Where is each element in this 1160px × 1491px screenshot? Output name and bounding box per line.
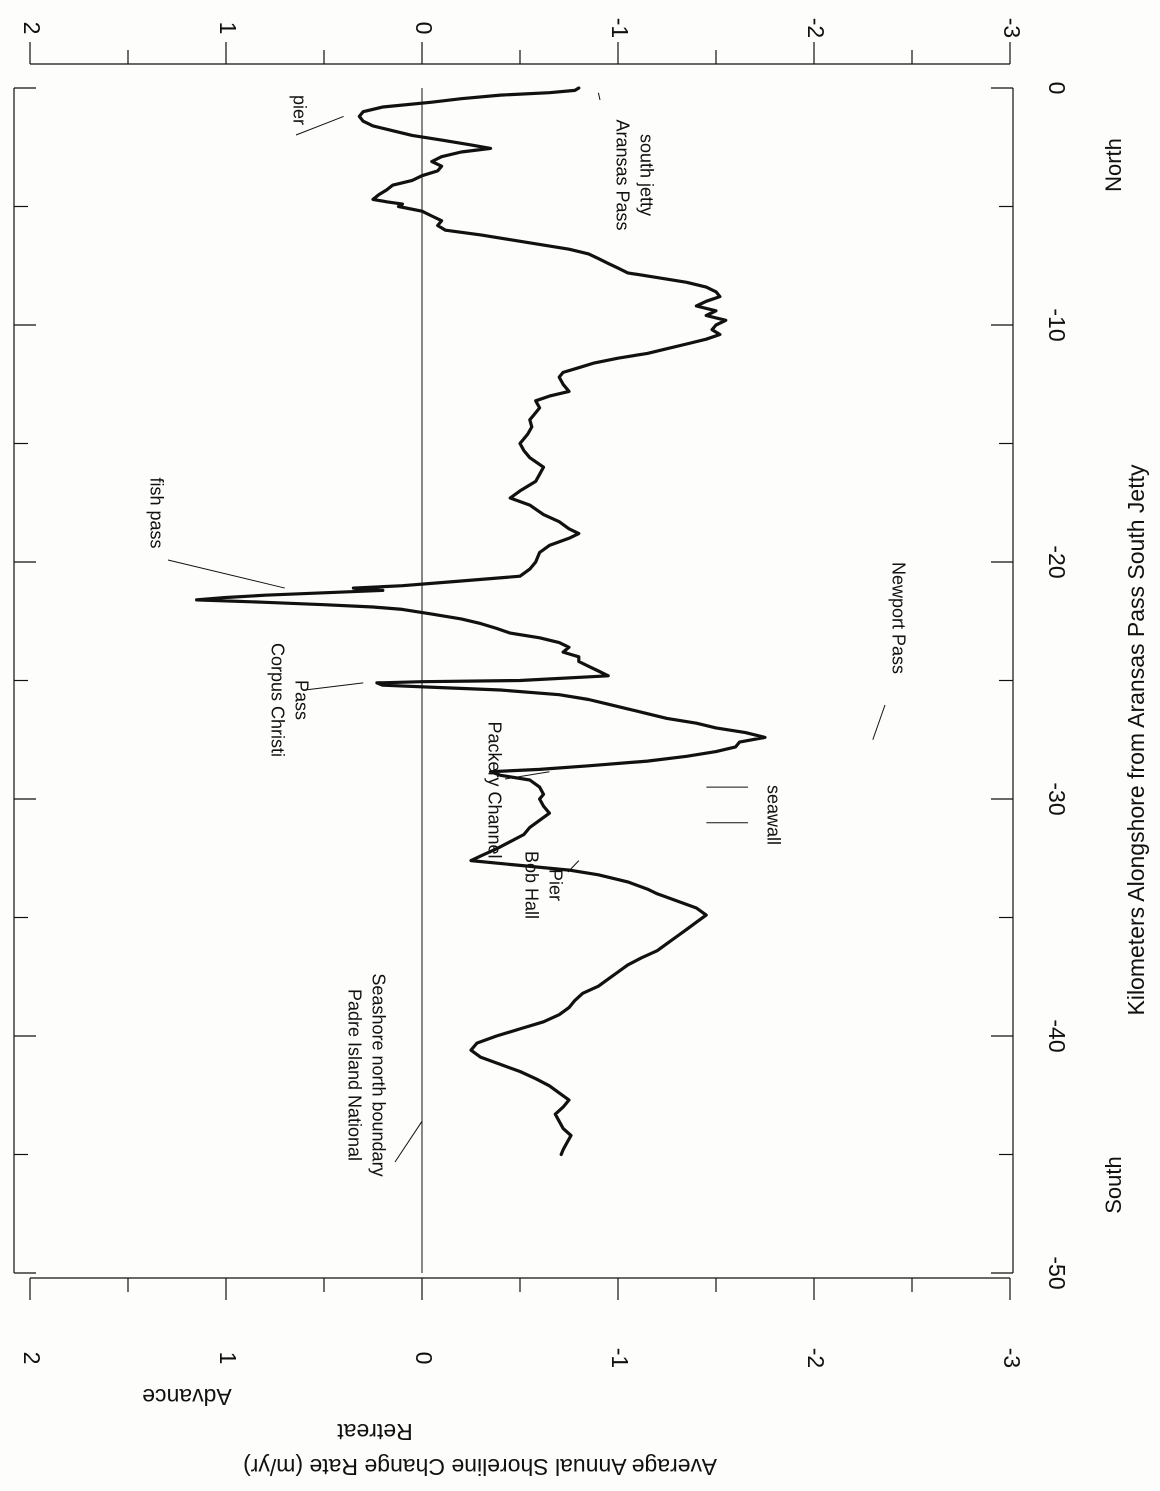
rate-tick-label-top: 2 [19, 22, 45, 35]
annotation-label: Aransas Pass [612, 119, 632, 230]
rate-tick-label-top: 1 [215, 22, 241, 35]
annotation-label: Newport Pass [888, 562, 908, 674]
annotation-leader [394, 1121, 423, 1163]
annotation-leader [295, 115, 344, 136]
y-axis-title: Average Annual Shoreline Change Rate (m/… [243, 1454, 717, 1480]
annotation-leader [167, 559, 285, 589]
rate-tick-label-bottom: 1 [215, 1352, 241, 1365]
annotation-leader [597, 92, 601, 101]
annotation-label: Bob Hall [521, 851, 541, 919]
km-tick-label: -40 [1044, 1019, 1070, 1052]
rate-tick-label-bottom: -3 [999, 1348, 1025, 1368]
annotation-leader [567, 860, 580, 873]
km-tick-label: 0 [1044, 82, 1070, 95]
annotations: pier Aransas Pass south jetty fish pass Corp… [146, 92, 908, 1177]
annotation-label: Corpus Christi [267, 643, 287, 757]
annotation-label: Packery Channel [484, 721, 504, 858]
x-axis-title: Kilometers Alongshore from Aransas Pass … [1123, 464, 1149, 1015]
rate-tick-label-top: -1 [607, 18, 633, 38]
rate-tick-label-top: 0 [411, 22, 437, 35]
annotation-label: seawall [763, 785, 783, 845]
rate-tick-label-bottom: 0 [411, 1352, 437, 1365]
annotation-label: Pass [291, 680, 311, 720]
direction-label-south: South [1101, 1156, 1126, 1214]
annotation-label: Seashore north boundary [368, 973, 388, 1176]
annotation-label: south jetty [636, 134, 656, 216]
y-side-label-retreat: Retreat [337, 1419, 413, 1445]
km-tick-label: -50 [1044, 1256, 1070, 1289]
km-tick-label: -10 [1044, 308, 1070, 341]
rate-tick-label-bottom: 2 [19, 1352, 45, 1365]
rate-tick-label-bottom: -1 [607, 1348, 633, 1368]
axis-labels: Kilometers Alongshore from Aransas Pass … [142, 138, 1149, 1480]
km-tick-label: -20 [1044, 545, 1070, 578]
annotation-label: fish pass [146, 477, 166, 548]
annotation-leader [304, 682, 364, 691]
series-line-0 [195, 86, 767, 1157]
annotation-label: Pier [545, 869, 565, 901]
rate-tick-label-top: -2 [803, 18, 829, 38]
annotation-leader [504, 771, 550, 780]
rate-tick-label-top: -3 [999, 18, 1025, 38]
annotation-label: Padre Island National [344, 989, 364, 1161]
km-tick-label: -30 [1044, 782, 1070, 815]
y-side-label-advance: Advance [142, 1384, 232, 1410]
annotation-leader [872, 704, 886, 740]
series-group [195, 86, 767, 1157]
direction-label-north: North [1101, 138, 1126, 192]
annotation-label: pier [289, 95, 309, 125]
rate-tick-label-bottom: -2 [803, 1348, 829, 1368]
